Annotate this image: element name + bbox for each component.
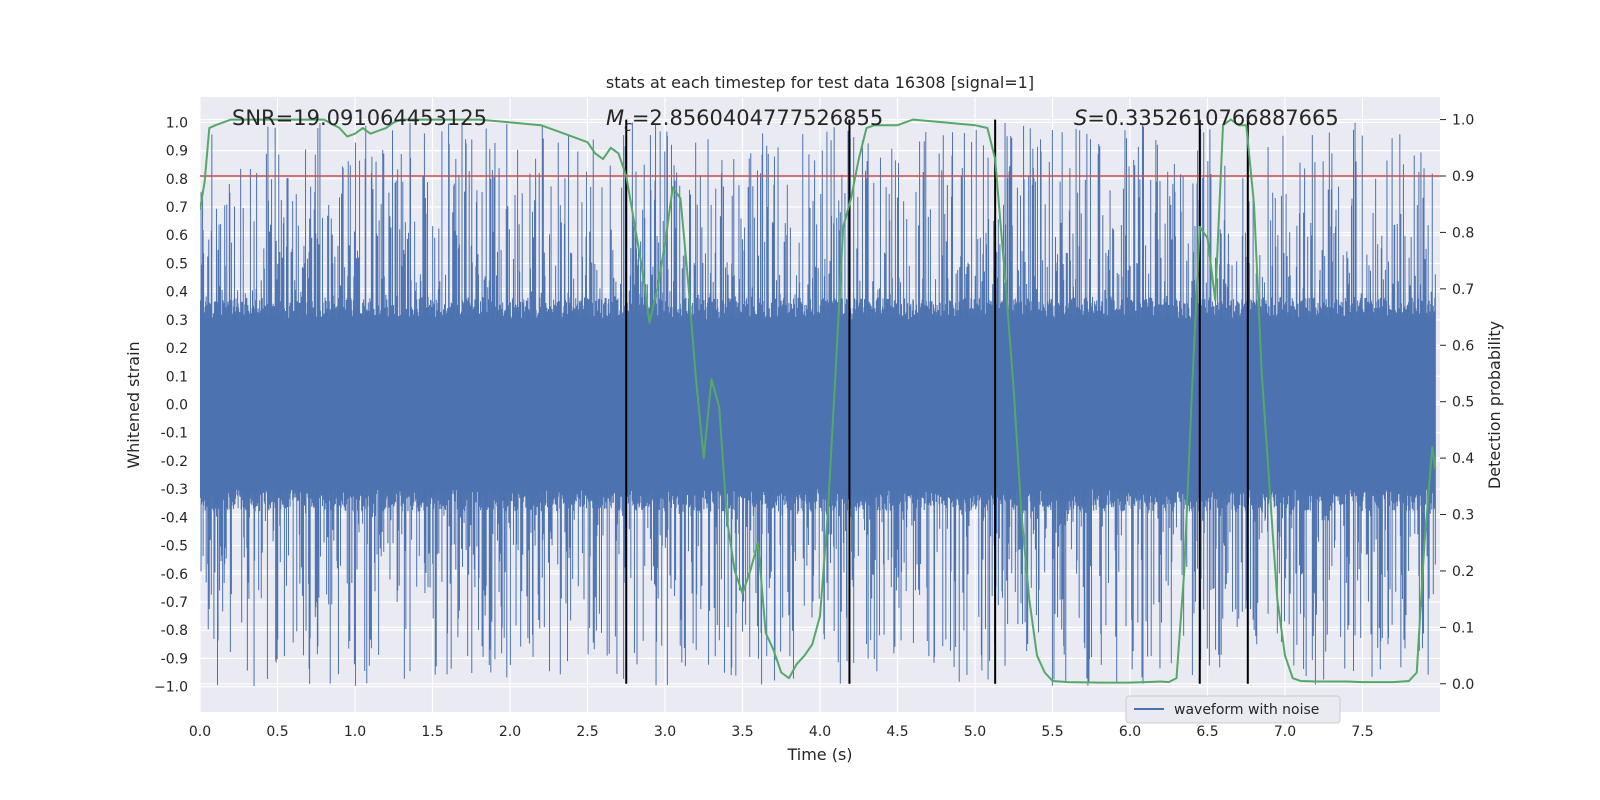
y-axis-label-left: Whitened strain — [124, 341, 143, 468]
mc-symbol: M — [606, 106, 624, 130]
x-tick-labels: 0.0 0.5 1.0 1.5 2.0 2.5 3.0 3.5 4.0 4.5 5.0 5.5 6.0 6… — [189, 724, 1374, 740]
x-tick-label: 3.5 — [731, 724, 753, 740]
x-tick-label: 2.5 — [576, 724, 598, 740]
y-right-tick-label: 0.2 — [1452, 564, 1474, 580]
y-left-tick-label: 0.0 — [166, 398, 188, 414]
y-left-tick-label: -0.5 — [161, 539, 188, 555]
x-tick-label: 5.0 — [964, 724, 986, 740]
x-tick-label: 4.5 — [886, 724, 908, 740]
y-right-tick-label: 0.0 — [1452, 677, 1474, 693]
y-left-tick-label: -0.2 — [161, 454, 188, 470]
y-left-tick-label: 0.5 — [166, 256, 188, 272]
waveform-line — [200, 122, 1436, 687]
legend-label: waveform with noise — [1174, 702, 1319, 718]
probability-series — [200, 118, 1437, 684]
y-right-tick-label: 0.9 — [1452, 169, 1474, 185]
y-left-tick-label: 0.1 — [166, 369, 188, 385]
mc-value: =2.8560404777526855 — [632, 106, 883, 130]
y-right-tick-labels: 1.0 0.9 0.8 0.7 0.6 0.5 0.4 0.3 0.2 0.1 0.0 — [1440, 113, 1474, 693]
x-tick-label: 4.0 — [809, 724, 831, 740]
y-right-tick-label: 0.5 — [1452, 395, 1474, 411]
x-tick-label: 5.5 — [1041, 724, 1063, 740]
y-left-tick-label: 0.4 — [166, 285, 188, 301]
y-right-tick-label: 0.8 — [1452, 225, 1474, 241]
waveform-series — [200, 122, 1436, 687]
y-left-tick-label: 0.3 — [166, 313, 188, 329]
y-right-tick-label: 0.3 — [1452, 508, 1474, 524]
snr-annotation: SNR=19.091064453125 — [232, 106, 487, 130]
x-tick-label: 0.0 — [189, 724, 211, 740]
y-right-tick-label: 0.4 — [1452, 451, 1474, 467]
legend: waveform with noise — [1125, 695, 1341, 724]
y-left-tick-label: -0.8 — [161, 623, 188, 639]
x-tick-label: 1.0 — [344, 724, 366, 740]
event-lines — [625, 119, 1249, 684]
probability-line — [200, 118, 1437, 684]
y-right-tick-label: 0.6 — [1452, 338, 1474, 354]
x-tick-label: 3.0 — [654, 724, 676, 740]
y-left-tick-label: -0.6 — [161, 567, 188, 583]
y-left-tick-label: 1.0 — [166, 115, 188, 131]
y-left-tick-label: -0.1 — [161, 426, 188, 442]
s-value: =0.3352610766887665 — [1087, 106, 1338, 130]
x-tick-label: 2.0 — [499, 724, 521, 740]
y-left-tick-label: 0.8 — [166, 172, 188, 188]
y-right-tick-label: 1.0 — [1452, 113, 1474, 129]
x-tick-label: 7.0 — [1274, 724, 1296, 740]
y-right-tick-label: 0.7 — [1452, 282, 1474, 298]
y-left-tick-label: 0.9 — [166, 144, 188, 160]
x-tick-label: 6.0 — [1119, 724, 1141, 740]
y-left-tick-label: -0.4 — [161, 510, 188, 526]
chart-title: stats at each timestep for test data 163… — [606, 73, 1034, 92]
x-tick-label: 6.5 — [1196, 724, 1218, 740]
y-left-tick-labels: 1.0 0.9 0.8 0.7 0.6 0.5 0.4 0.3 0.2 0.1 0.0 -0.1 -0.… — [154, 115, 188, 695]
mc-subscript: c — [624, 119, 632, 135]
y-right-tick-label: 0.1 — [1452, 620, 1474, 636]
y-axis-label-right: Detection probability — [1485, 321, 1504, 489]
x-tick-label: 7.5 — [1351, 724, 1373, 740]
s-symbol: S — [1074, 106, 1087, 130]
mc-annotation: Mc=2.8560404777526855 — [606, 106, 883, 135]
legend-box — [1125, 695, 1341, 724]
y-left-tick-label: −1.0 — [154, 680, 188, 696]
y-left-tick-label: 0.6 — [166, 228, 188, 244]
y-left-tick-label: -0.9 — [161, 651, 188, 667]
y-left-tick-label: 0.7 — [166, 200, 188, 216]
x-tick-label: 0.5 — [266, 724, 288, 740]
y-left-tick-label: 0.2 — [166, 341, 188, 357]
x-axis-label: Time (s) — [786, 745, 852, 764]
y-left-tick-label: -0.3 — [161, 482, 188, 498]
s-annotation: S=0.3352610766887665 — [1074, 106, 1339, 130]
x-tick-label: 1.5 — [421, 724, 443, 740]
y-left-tick-label: -0.7 — [161, 595, 188, 611]
